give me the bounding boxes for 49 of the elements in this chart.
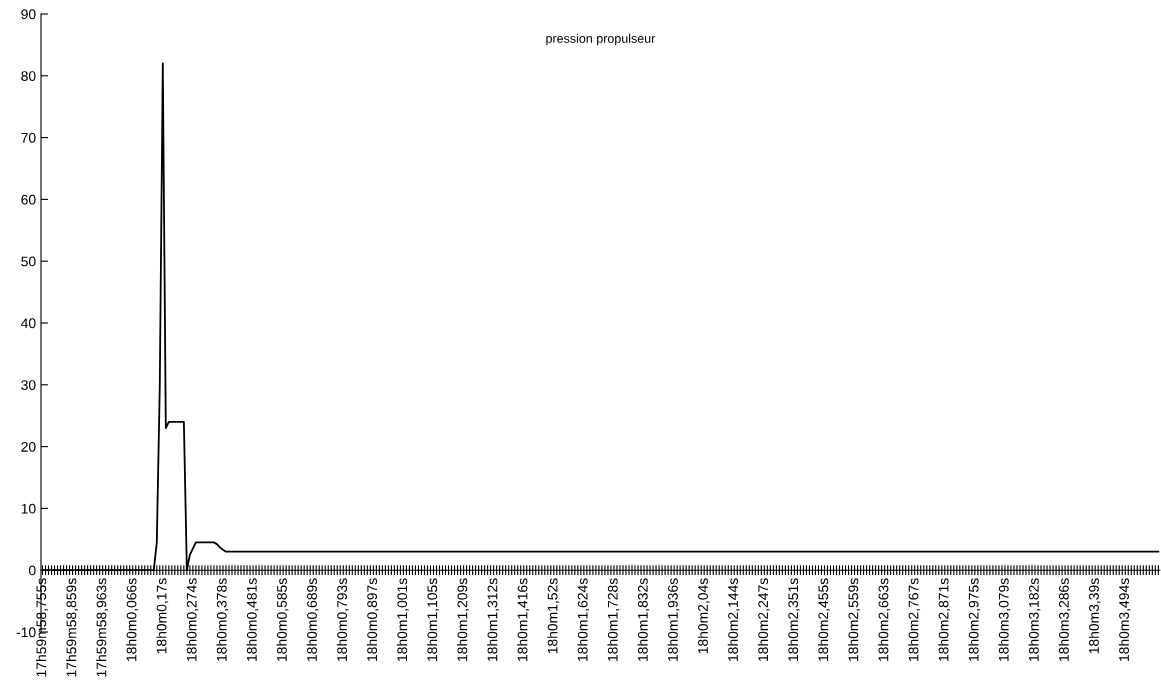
y-tick-label: 80 xyxy=(21,71,36,81)
y-tick-label: 70 xyxy=(21,132,36,143)
x-tick-label: 18h0m2,559s xyxy=(848,578,860,661)
x-tick-label: 18h0m3,182s xyxy=(1028,578,1041,661)
y-tick-label: 50 xyxy=(21,256,36,267)
x-tick-label: 18h0m2,767s xyxy=(908,578,921,661)
x-tick-label: 18h0m2,144s xyxy=(727,578,740,661)
x-tick-label: 18h0m0,897s xyxy=(366,578,379,661)
y-tick-label: 40 xyxy=(21,318,36,329)
x-tick-label: 18h0m2,351s xyxy=(787,578,800,661)
x-tick-label: 18h0m2,975s xyxy=(968,578,981,661)
x-tick-label: 18h0m0,17s xyxy=(156,578,169,654)
x-tick-label: 18h0m2,04s xyxy=(697,578,710,654)
x-tick-label: 18h0m0,066s xyxy=(126,578,139,661)
x-tick-label: 17h59m58,963s xyxy=(96,578,109,677)
x-tick-label: 18h0m2,871s xyxy=(938,578,951,661)
x-tick-label: 18h0m2,247s xyxy=(757,578,770,661)
y-tick-label: 0 xyxy=(28,565,36,576)
x-tick-label: 18h0m3,39s xyxy=(1088,578,1101,654)
x-tick-label: 18h0m1,624s xyxy=(577,578,590,661)
y-tick-label: -10 xyxy=(16,627,36,638)
x-tick-label: 18h0m1,312s xyxy=(487,578,500,661)
x-tick-label: 18h0m0,274s xyxy=(186,578,199,661)
y-tick-label: 60 xyxy=(21,194,36,205)
x-tick-label: 18h0m1,936s xyxy=(667,578,680,661)
x-tick-label: 18h0m2,663s xyxy=(878,578,891,661)
y-tick-label: 90 xyxy=(21,9,36,20)
x-tick-label: 18h0m0,481s xyxy=(246,578,259,661)
x-tick-label: 17h59m58,755s xyxy=(36,578,48,677)
x-tick-label: 18h0m3,286s xyxy=(1058,578,1071,661)
x-tick-label: 18h0m1,416s xyxy=(517,578,530,661)
text: pression propulseur xyxy=(546,33,656,46)
x-tick-label: 18h0m0,793s xyxy=(336,578,349,661)
x-tick-label: 18h0m3,079s xyxy=(998,578,1011,661)
y-tick-label: 20 xyxy=(21,441,36,452)
x-tick-label: 18h0m0,378s xyxy=(216,578,229,661)
x-tick-label: 18h0m2,455s xyxy=(818,578,830,661)
x-tick-label: 18h0m0,689s xyxy=(306,578,319,661)
x-tick-label: 18h0m1,209s xyxy=(457,578,469,661)
x-tick-label: 18h0m1,105s xyxy=(427,578,439,661)
x-tick-label: 18h0m1,52s xyxy=(547,578,560,654)
x-tick-label: 17h59m58,859s xyxy=(66,578,78,677)
x-tick-label: 18h0m1,001s xyxy=(396,578,409,661)
y-tick-label: 30 xyxy=(21,380,36,390)
x-tick-label: 18h0m0,585s xyxy=(276,578,289,661)
x-tick-label: 18h0m3,494s xyxy=(1118,578,1131,661)
y-tick-label: 10 xyxy=(21,503,36,514)
x-tick-label: 18h0m1,832s xyxy=(637,578,650,661)
x-tick-label: 18h0m1,728s xyxy=(607,578,620,661)
